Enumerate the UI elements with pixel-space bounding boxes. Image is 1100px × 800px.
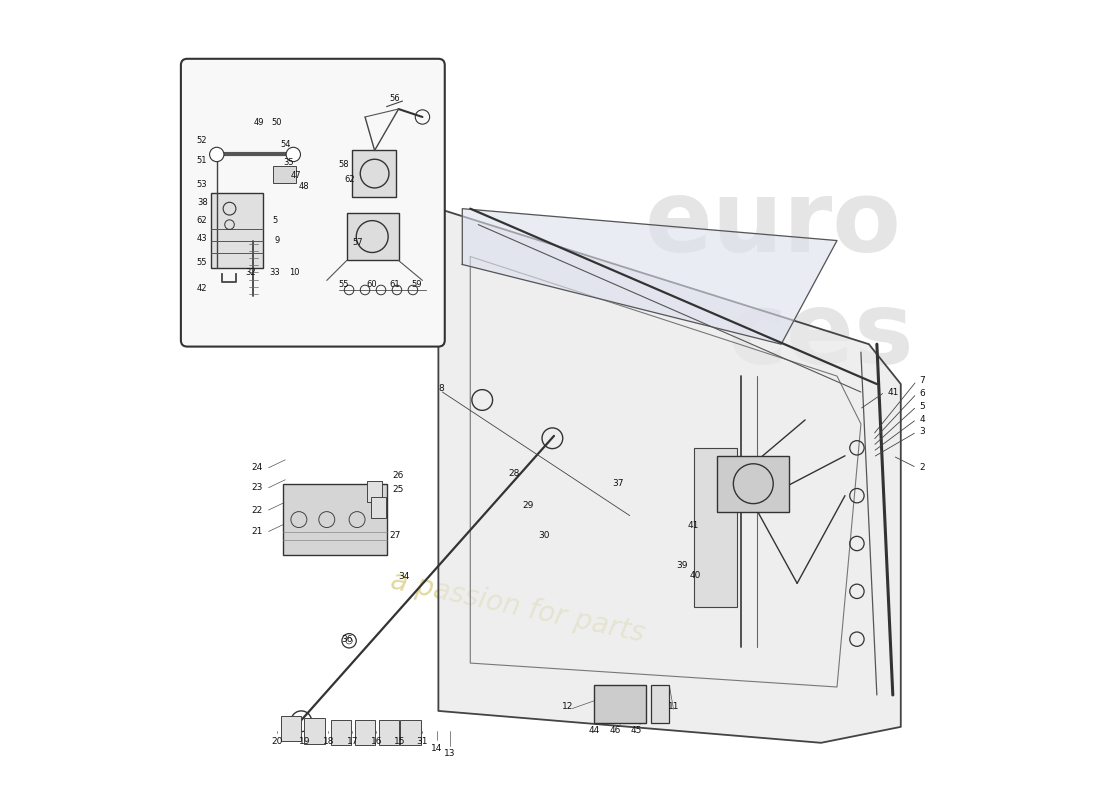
- Text: 3: 3: [920, 427, 925, 436]
- Text: 47: 47: [290, 170, 301, 180]
- Text: a passion for parts: a passion for parts: [388, 566, 648, 648]
- Text: 50: 50: [271, 118, 282, 127]
- Text: 39: 39: [676, 561, 688, 570]
- FancyBboxPatch shape: [367, 482, 382, 502]
- Text: 27: 27: [389, 531, 400, 540]
- Text: 9: 9: [275, 236, 280, 245]
- Text: 62: 62: [344, 174, 355, 184]
- FancyBboxPatch shape: [346, 213, 398, 261]
- Polygon shape: [462, 209, 837, 344]
- FancyBboxPatch shape: [280, 716, 301, 742]
- Text: 59: 59: [411, 280, 421, 289]
- FancyBboxPatch shape: [594, 685, 646, 723]
- Text: 5: 5: [273, 216, 278, 225]
- Text: 30: 30: [538, 531, 550, 540]
- Text: 51: 51: [197, 156, 207, 166]
- Text: 57: 57: [352, 238, 363, 246]
- Text: ces: ces: [728, 288, 914, 385]
- FancyBboxPatch shape: [400, 720, 421, 745]
- Polygon shape: [439, 209, 901, 743]
- FancyBboxPatch shape: [651, 685, 669, 723]
- FancyBboxPatch shape: [283, 484, 386, 555]
- Text: 28: 28: [508, 469, 520, 478]
- FancyBboxPatch shape: [354, 720, 375, 745]
- Text: 53: 53: [197, 180, 208, 190]
- Text: 31: 31: [417, 737, 428, 746]
- Text: 18: 18: [322, 737, 334, 746]
- Text: 37: 37: [613, 479, 624, 488]
- Text: 22: 22: [251, 506, 262, 514]
- Text: 12: 12: [562, 702, 573, 711]
- Text: 26: 26: [392, 471, 404, 480]
- Text: 32: 32: [245, 268, 256, 277]
- Text: 6: 6: [920, 389, 925, 398]
- Text: 34: 34: [398, 573, 410, 582]
- Text: 56: 56: [389, 94, 399, 103]
- Text: 2: 2: [920, 463, 925, 472]
- Text: 48: 48: [299, 182, 309, 191]
- Text: 62: 62: [197, 216, 208, 225]
- Text: euro: euro: [645, 176, 902, 273]
- FancyBboxPatch shape: [180, 58, 444, 346]
- FancyBboxPatch shape: [331, 720, 352, 745]
- FancyBboxPatch shape: [372, 498, 386, 518]
- FancyBboxPatch shape: [211, 193, 263, 269]
- Text: 5: 5: [920, 402, 925, 411]
- Text: 58: 58: [339, 160, 350, 170]
- Text: 17: 17: [346, 737, 358, 746]
- Text: 38: 38: [197, 198, 208, 206]
- Text: 16: 16: [371, 737, 382, 746]
- Text: 25: 25: [392, 485, 404, 494]
- Text: 42: 42: [197, 284, 207, 293]
- Text: 29: 29: [522, 501, 534, 510]
- Text: 41: 41: [688, 521, 698, 530]
- Text: 20: 20: [272, 737, 283, 746]
- Text: 33: 33: [270, 268, 280, 277]
- Text: 14: 14: [431, 744, 442, 753]
- Text: 54: 54: [280, 140, 292, 150]
- Text: 45: 45: [630, 726, 641, 735]
- FancyBboxPatch shape: [305, 718, 326, 744]
- FancyBboxPatch shape: [273, 166, 297, 183]
- Text: 19: 19: [299, 737, 310, 746]
- FancyBboxPatch shape: [352, 150, 396, 197]
- Text: 15: 15: [395, 737, 406, 746]
- Text: 11: 11: [668, 702, 680, 711]
- Text: 35: 35: [283, 158, 294, 167]
- Text: 55: 55: [197, 258, 207, 266]
- Text: 44: 44: [588, 726, 600, 735]
- Text: 55: 55: [339, 280, 349, 289]
- Text: 36: 36: [341, 634, 353, 644]
- Text: 21: 21: [251, 527, 263, 536]
- FancyBboxPatch shape: [717, 456, 789, 512]
- Text: 43: 43: [197, 234, 208, 242]
- Text: 23: 23: [251, 483, 263, 492]
- Text: 52: 52: [197, 137, 207, 146]
- Text: 10: 10: [289, 268, 300, 277]
- Text: 4: 4: [920, 414, 925, 424]
- Text: 8: 8: [439, 383, 444, 393]
- Circle shape: [286, 147, 300, 162]
- Circle shape: [210, 147, 224, 162]
- Text: 46: 46: [609, 726, 622, 735]
- Text: 24: 24: [251, 463, 262, 472]
- Text: 61: 61: [389, 280, 399, 289]
- Text: 7: 7: [920, 376, 925, 386]
- FancyBboxPatch shape: [378, 720, 399, 745]
- Text: 40: 40: [690, 571, 701, 580]
- Text: 60: 60: [366, 280, 377, 289]
- Text: 49: 49: [253, 118, 264, 127]
- Text: 13: 13: [443, 750, 455, 758]
- FancyBboxPatch shape: [693, 448, 737, 607]
- Text: 41: 41: [888, 387, 899, 397]
